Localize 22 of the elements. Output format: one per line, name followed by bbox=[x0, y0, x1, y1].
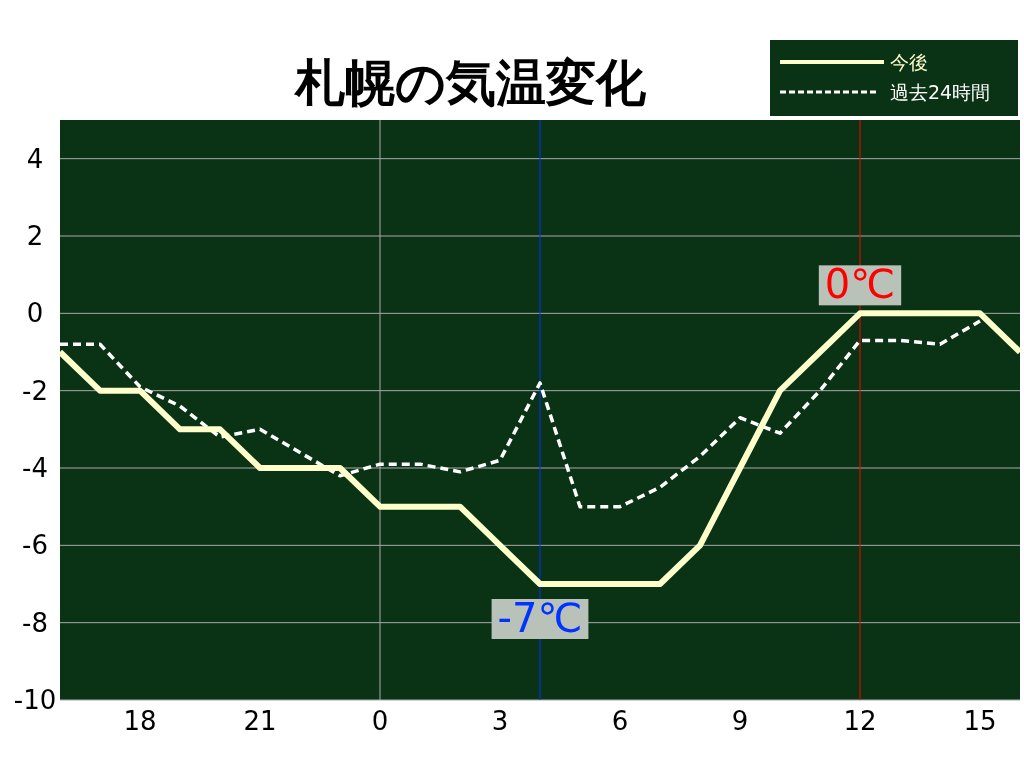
y-tick-label: -8 bbox=[22, 607, 48, 638]
y-tick-label: -4 bbox=[22, 453, 48, 483]
x-tick-label: 9 bbox=[731, 706, 749, 736]
y-tick-label: -6 bbox=[22, 530, 48, 561]
y-tick-label: -2 bbox=[22, 375, 48, 406]
x-tick-label: 18 bbox=[123, 706, 157, 736]
x-tick-label: 6 bbox=[611, 706, 629, 736]
y-tick-label: 4 bbox=[26, 143, 44, 174]
y-tick-label: -10 bbox=[13, 685, 57, 715]
x-tick-label: 12 bbox=[843, 706, 877, 736]
x-tick-label: 0 bbox=[371, 706, 389, 736]
legend-label: 過去24時間 bbox=[890, 81, 991, 103]
x-tick-label: 21 bbox=[243, 706, 277, 736]
annotation: -7℃ bbox=[497, 595, 583, 641]
y-tick-label: 2 bbox=[26, 221, 44, 251]
x-tick-label: 3 bbox=[491, 706, 509, 736]
chart-title: 札幌の気温変化 bbox=[292, 54, 647, 112]
x-tick-label: 15 bbox=[963, 706, 997, 736]
annotation: 0℃ bbox=[824, 261, 896, 308]
y-tick-label: 0 bbox=[26, 298, 44, 329]
line-series bbox=[58, 319, 982, 509]
text: 今後 bbox=[890, 51, 928, 73]
